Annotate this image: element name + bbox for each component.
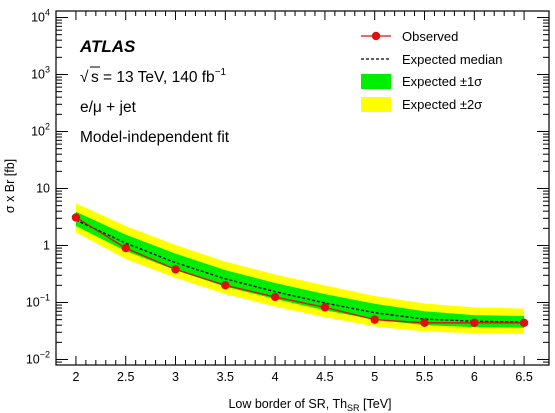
observed-point (121, 243, 130, 253)
legend-expected-label: Expected median (402, 52, 502, 67)
y-tick-label: 10 (36, 181, 50, 195)
y-axis-label: σ x Br [fb] (3, 159, 17, 213)
bands (75, 203, 525, 334)
y-tick-label: 10−2 (26, 349, 50, 366)
x-tick-label: 5 (371, 370, 378, 384)
legend-observed: Observed (361, 29, 458, 44)
y-tick-label: 102 (31, 121, 50, 138)
sqrt-s-label: √ s = 13 TeV, 140 fb−1 (80, 66, 227, 86)
observed-line (75, 216, 525, 324)
y-tick-label: 104 (31, 7, 50, 24)
observed-point (519, 318, 529, 328)
legend-band2: Expected ±2σ (361, 97, 482, 112)
x-tick-label: 3.5 (217, 370, 234, 384)
fit-label: Model-independent fit (80, 129, 230, 146)
x-tick-label: 6.5 (515, 370, 532, 384)
observed-point (171, 265, 180, 274)
legend-observed-marker (371, 31, 381, 41)
legend-band1-label: Expected ±1σ (402, 74, 482, 89)
expected-median-line (75, 219, 525, 323)
observed-point (71, 213, 81, 222)
x-tick-label: 4.5 (316, 370, 333, 384)
experiment-label: ATLAS (79, 37, 136, 56)
legend: Observed Expected median Expected ±1σ Ex… (361, 29, 502, 112)
observed-point (370, 315, 379, 324)
x-tick-label: 6 (471, 370, 478, 384)
observed-point (270, 292, 280, 302)
observed-point (420, 318, 429, 328)
x-axis-ticks: 2 2.5 3 3.5 4 4.5 5 5.5 6 6.5 (72, 11, 533, 384)
sqrt-s-text: s = 13 TeV, 140 fb−1 (91, 67, 227, 86)
observed-point (470, 318, 479, 328)
y-axis-ticks: 10−2 10−1 1 10 102 103 104 (26, 7, 549, 366)
legend-band2-swatch (361, 97, 391, 112)
observed-points (71, 213, 529, 328)
channel-label: e/μ + jet (80, 99, 137, 116)
y-tick-label: 10−1 (26, 292, 50, 309)
legend-band2-label: Expected ±2σ (402, 97, 482, 112)
x-tick-label: 2 (72, 370, 79, 384)
y-tick-label: 103 (31, 64, 50, 81)
y-tick-label: 1 (43, 238, 50, 252)
annotations: ATLAS √ s = 13 TeV, 140 fb−1 e/μ + jet M… (79, 37, 230, 146)
legend-band1: Expected ±1σ (361, 74, 482, 89)
legend-band1-swatch (361, 74, 391, 89)
x-tick-label: 4 (272, 370, 279, 384)
sqrt-symbol: √ (80, 69, 89, 86)
legend-expected: Expected median (361, 52, 502, 67)
x-tick-label: 5.5 (416, 370, 433, 384)
observed-point (320, 303, 330, 312)
observed-point (221, 281, 230, 290)
x-tick-label: 2.5 (117, 370, 134, 384)
legend-observed-label: Observed (402, 29, 458, 44)
expected-1sigma-band (75, 211, 525, 328)
x-axis-label: Low border of SR, ThSR [TeV] (228, 397, 391, 413)
x-tick-label: 3 (172, 370, 179, 384)
